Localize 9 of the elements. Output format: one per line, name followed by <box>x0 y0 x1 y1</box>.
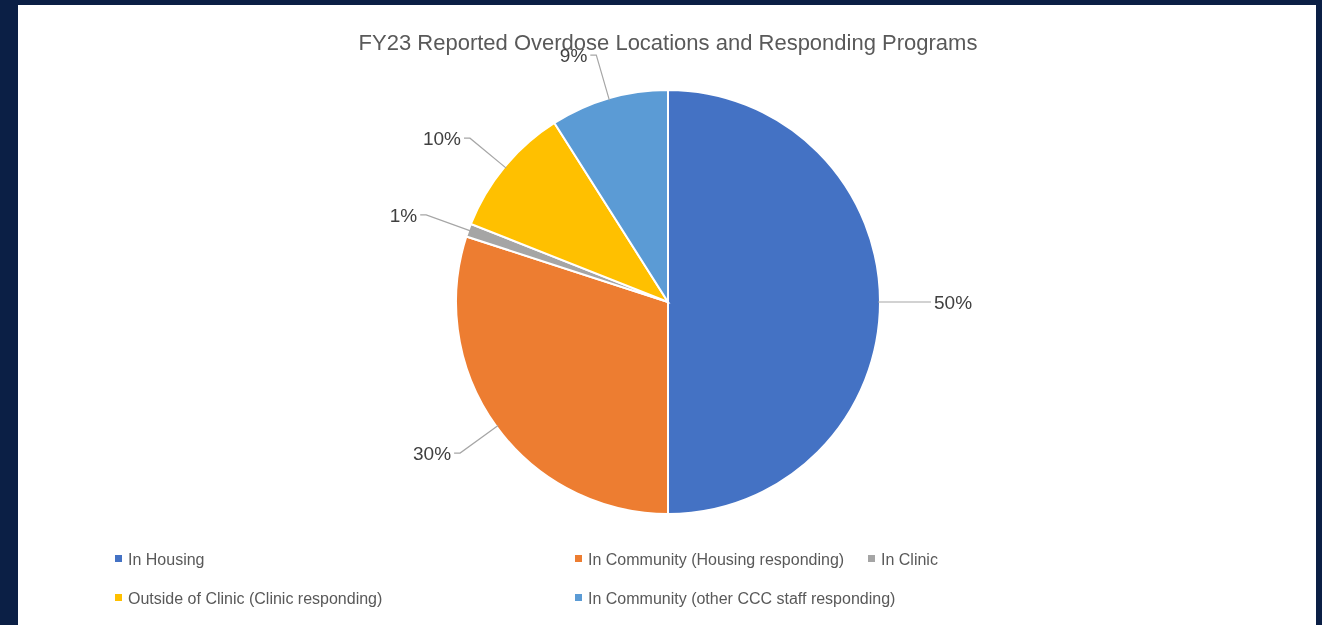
legend-label: In Housing <box>128 551 205 568</box>
data-label: 10% <box>422 128 462 150</box>
legend-label: In Community (Housing responding) <box>588 551 845 568</box>
data-label: 30% <box>413 443 452 465</box>
legend-label: In Community (other CCC staff responding) <box>588 590 896 607</box>
legend-label: Outside of Clinic (Clinic responding) <box>128 590 383 607</box>
legend-label: In Clinic <box>881 551 938 568</box>
data-label: 50% <box>934 292 973 313</box>
data-label: 1% <box>389 204 418 226</box>
